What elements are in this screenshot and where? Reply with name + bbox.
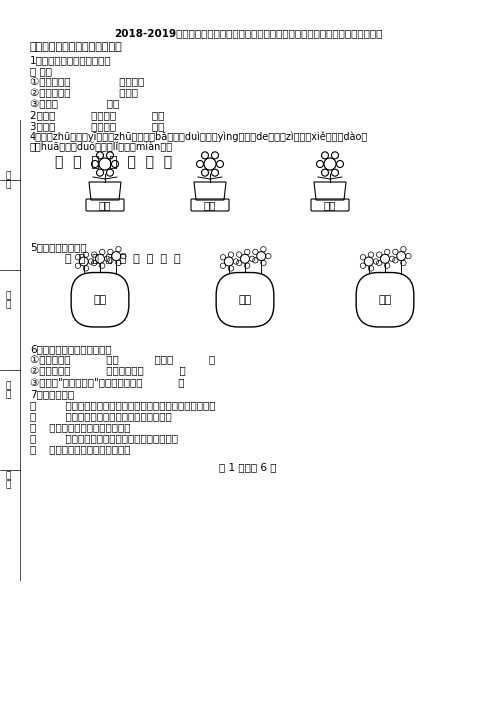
Text: 6．按课文《画》内容填空。: 6．按课文《画》内容填空。	[30, 344, 112, 354]
Text: 四画: 四画	[204, 200, 216, 210]
Text: 口  火  禾  目  木  月  大: 口 火 禾 目 木 月 大	[55, 155, 172, 169]
Text: （    ）又是一个亮堂堂的天地了。: （ ）又是一个亮堂堂的天地了。	[30, 444, 130, 454]
Text: 题: 题	[5, 390, 11, 399]
Text: ②远处画的是           ，近处画的是           。: ②远处画的是 ，近处画的是 。	[30, 366, 186, 376]
Text: 五画: 五画	[324, 200, 336, 210]
Text: ①山脚下有一               大石头。: ①山脚下有一 大石头。	[30, 77, 144, 87]
Text: ②乌鸦看见一               瓶子。: ②乌鸦看见一 瓶子。	[30, 88, 138, 98]
Text: 五画: 五画	[378, 295, 392, 305]
Text: 三画: 三画	[93, 295, 107, 305]
Text: （         ）下午真闷热，天边的乌云堆到头顶。: （ ）下午真闷热，天边的乌云堆到头顶。	[30, 411, 172, 421]
Text: 2．口共           画，目共           画。: 2．口共 画，目共 画。	[30, 110, 164, 120]
Text: 题: 题	[5, 480, 11, 489]
Text: 号: 号	[5, 471, 11, 480]
Text: 口  三  目  禾  日  月  火  小  四: 口 三 目 禾 日 月 火 小 四	[65, 254, 181, 264]
Text: 三画: 三画	[99, 200, 111, 210]
Text: ③为什么"人来鸟不惊"？因为这是一幅           。: ③为什么"人来鸟不惊"？因为这是一幅 。	[30, 377, 185, 387]
Text: （         ）果然，豆大的雨点打下来了，哗哗的大雨泼下来了。: （ ）果然，豆大的雨点打下来了，哗哗的大雨泼下来了。	[30, 400, 215, 410]
Text: ①画上面的有           ，有           ，还有           ，: ①画上面的有 ，有 ，还有 ，	[30, 355, 215, 365]
Text: 7．排列顺序。: 7．排列顺序。	[30, 389, 74, 399]
Text: 5．我会分类插花。: 5．我会分类插花。	[30, 242, 87, 252]
Text: 一、想一想，填一填（填空题）: 一、想一想，填一填（填空题）	[30, 42, 123, 52]
Text: 数: 数	[5, 171, 11, 180]
Text: 姓: 姓	[5, 300, 11, 309]
Text: ③我有一               手。: ③我有一 手。	[30, 99, 119, 109]
Text: （         ）一阵狂风，天色阴暗，看来要下雨了。: （ ）一阵狂风，天色阴暗，看来要下雨了。	[30, 433, 178, 443]
Text: （    ）可是，一会儿便雨过天晴。: （ ）可是，一会儿便雨过天晴。	[30, 422, 130, 432]
Text: 花（huā）朵（duǒ）里（lǐ）面（miàn）。: 花（huā）朵（duǒ）里（lǐ）面（miàn）。	[30, 142, 173, 152]
Text: 号: 号	[5, 381, 11, 390]
Text: 名: 名	[5, 291, 11, 300]
Text: 4．数（zhū）一（yī）数（zhū），把（bǎ）对（duì）应（yìng）的（de）字（zì）写（xiě）到（dào）: 4．数（zhū）一（yī）数（zhū），把（bǎ）对（duì）应（yìng）的（…	[30, 132, 368, 143]
Text: 四画: 四画	[239, 295, 251, 305]
Text: 第 1 页，共 6 页: 第 1 页，共 6 页	[219, 462, 277, 472]
Text: 3．平共           画，间共           画。: 3．平共 画，间共 画。	[30, 121, 164, 131]
Text: 2018-2019年石家庄市正定县北早现乡戎家庄小学一年级上册语文模拟期末考试无答案: 2018-2019年石家庄市正定县北早现乡戎家庄小学一年级上册语文模拟期末考试无…	[114, 28, 382, 38]
Text: 分: 分	[5, 180, 11, 189]
Text: 1．我知道蜜蜂要采哪朵花。: 1．我知道蜜蜂要采哪朵花。	[30, 55, 112, 65]
Text: 个 双块: 个 双块	[30, 66, 52, 76]
